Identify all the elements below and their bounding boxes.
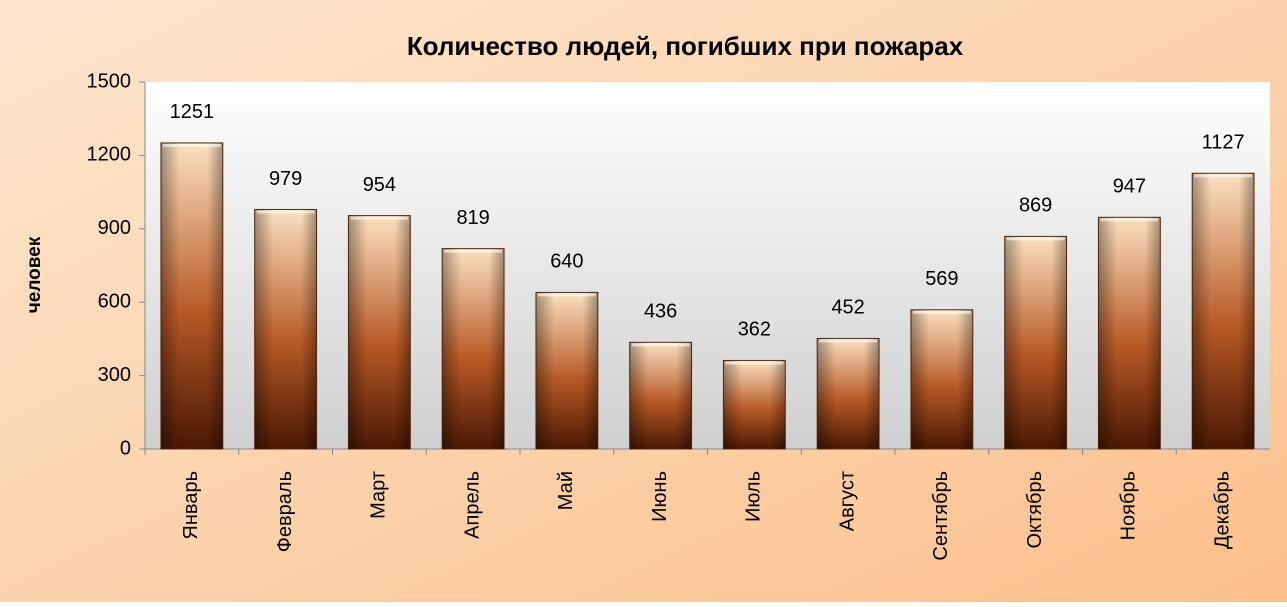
x-tick-label: Январь: [180, 471, 202, 540]
bar-cap: [819, 339, 878, 343]
bar: [347, 215, 411, 450]
bar-cap: [444, 249, 503, 253]
bar: [1004, 235, 1068, 450]
value-label: 869: [1019, 195, 1052, 217]
bar: [910, 309, 974, 450]
bar: [816, 337, 880, 450]
bar: [441, 248, 505, 450]
value-label: 979: [269, 168, 302, 190]
bar-cap: [1100, 218, 1159, 222]
x-tick-label: Апрель: [461, 471, 483, 539]
value-label: 954: [363, 174, 396, 196]
y-tick-label: 900: [98, 217, 131, 239]
x-tick-label: Ноябрь: [1118, 471, 1140, 540]
bar-cap: [1194, 174, 1253, 178]
value-label: 569: [925, 268, 958, 290]
bar-cap: [912, 310, 971, 314]
x-tick-label: Июнь: [649, 471, 671, 522]
bar: [535, 291, 599, 450]
y-tick-label: 1200: [87, 144, 132, 166]
bar-cap: [256, 210, 315, 214]
y-tick-label: 300: [98, 364, 131, 386]
bar-cap: [631, 343, 690, 347]
bar: [722, 359, 786, 450]
bar: [1191, 172, 1255, 450]
value-label: 1251: [170, 101, 215, 123]
plot-area: [145, 82, 1270, 449]
y-axis-label: человек: [24, 236, 45, 313]
bar: [1097, 216, 1161, 450]
x-tick-label: Март: [368, 471, 390, 519]
bar-cap: [537, 293, 596, 297]
y-tick-label: 600: [98, 290, 131, 312]
bar: [160, 142, 224, 450]
x-tick-label: Август: [836, 471, 858, 531]
value-label: 1127: [1202, 132, 1245, 154]
x-tick-label: Февраль: [274, 471, 296, 552]
x-tick-label: Декабрь: [1211, 471, 1233, 549]
x-tick-label: Октябрь: [1024, 471, 1046, 549]
value-label: 947: [1113, 176, 1146, 198]
value-label: 362: [738, 319, 771, 341]
value-label: 436: [644, 301, 677, 323]
bar: [629, 341, 693, 450]
value-label: 452: [831, 297, 864, 319]
y-tick-label: 1500: [87, 70, 132, 92]
x-tick-label: Май: [555, 471, 577, 510]
x-tick-label: Июль: [743, 471, 765, 522]
value-label: 640: [550, 251, 583, 273]
bar: [254, 208, 318, 450]
bar-cap: [725, 361, 784, 365]
chart-title: Количество людей, погибших при пожарах: [407, 31, 964, 61]
bar-cap: [162, 143, 221, 147]
bar-cap: [1006, 237, 1065, 241]
value-label: 819: [456, 207, 489, 229]
x-tick-label: Сентябрь: [930, 471, 952, 561]
y-tick-label: 0: [120, 437, 131, 459]
bar-cap: [350, 216, 409, 220]
